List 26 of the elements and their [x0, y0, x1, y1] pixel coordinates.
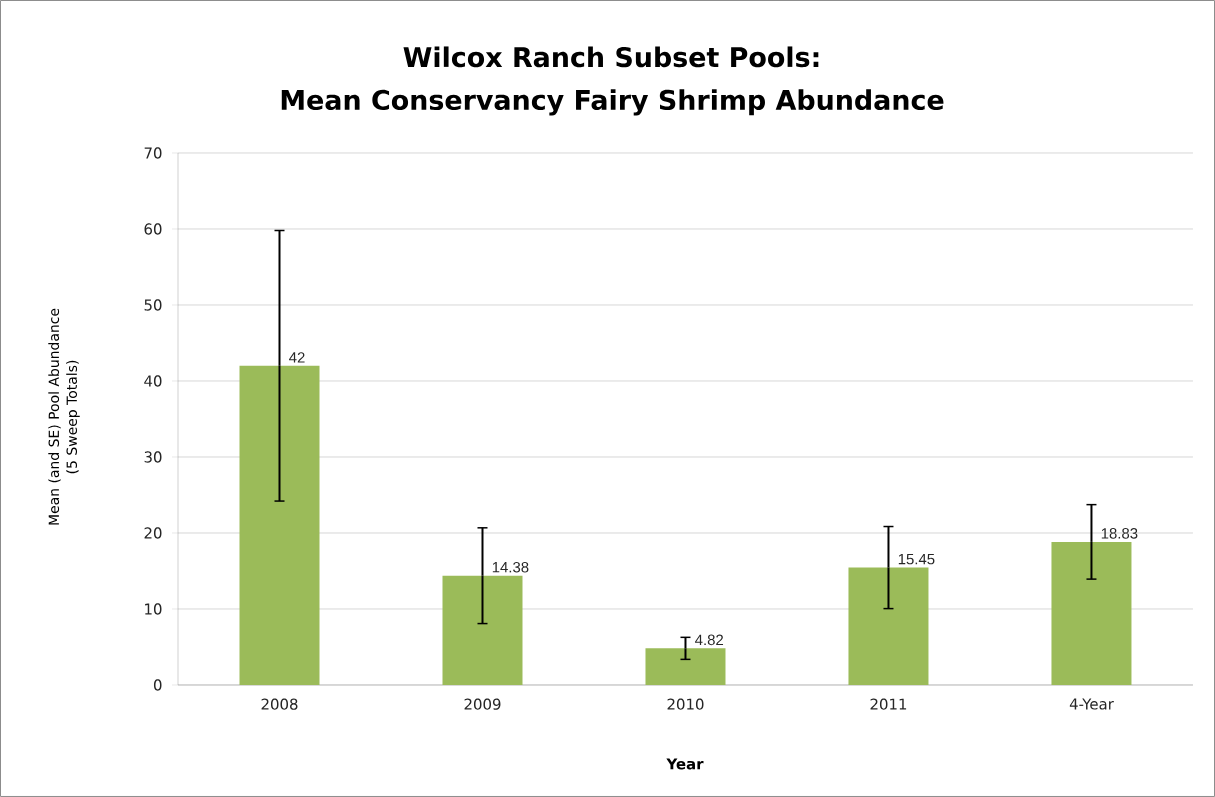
x-tick-label: 2010 — [667, 698, 704, 710]
x-axis-title: Year — [666, 758, 704, 770]
y-tick-label: 30 — [144, 451, 162, 463]
x-tick-label: 2009 — [464, 698, 501, 710]
x-tick-label: 2011 — [870, 698, 907, 710]
y-tick-label: 50 — [144, 299, 162, 311]
y-tick-label: 20 — [144, 527, 162, 539]
data-label: 42 — [289, 352, 305, 363]
y-tick-label: 60 — [144, 223, 162, 235]
bar — [442, 575, 523, 685]
y-tick-label: 40 — [144, 375, 162, 387]
y-tick-label: 0 — [153, 679, 162, 691]
data-label: 4.82 — [695, 634, 724, 646]
y-tick-label: 10 — [145, 603, 162, 615]
data-label: 15.45 — [898, 553, 935, 565]
bar — [239, 365, 320, 685]
x-tick-label: 4-Year — [1069, 698, 1114, 710]
bar — [645, 648, 726, 685]
data-label: 18.83 — [1101, 528, 1138, 539]
y-tick-label: 70 — [144, 147, 162, 159]
x-tick-label: 2008 — [261, 698, 298, 710]
y-axis-title: Mean (and SE) Pool Abundance (5 Sweep Totals) — [48, 308, 80, 525]
data-label: 14.38 — [492, 561, 529, 573]
chart-title: Wilcox Ranch Subset Pools: Mean Conservancy Fairy Shrimp Abundance — [281, 46, 944, 116]
bar — [848, 567, 929, 685]
bar — [1051, 541, 1132, 685]
